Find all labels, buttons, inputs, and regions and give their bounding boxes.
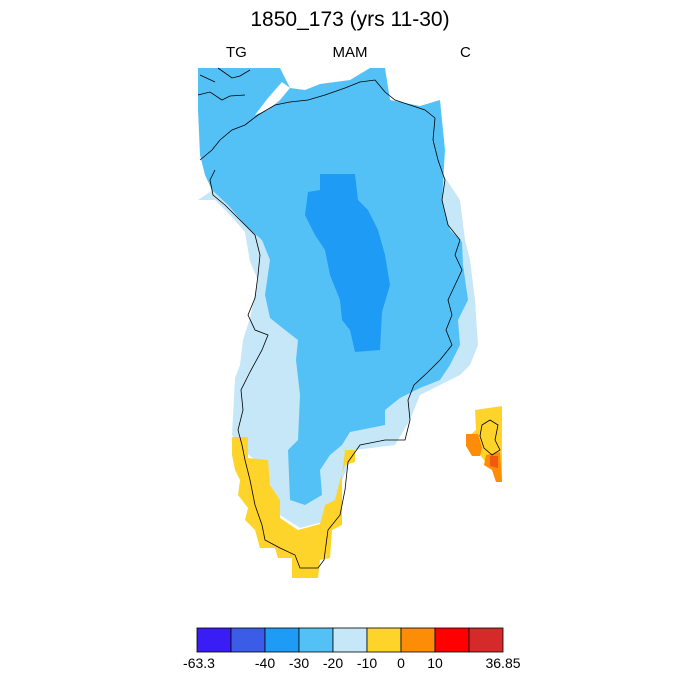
colorbar-swatch (400, 627, 436, 653)
season-label: MAM (332, 44, 368, 61)
colorbar-tick-label: -20 (322, 655, 344, 671)
colorbar-swatch (298, 627, 334, 653)
colorbar-tick-label: -30 (288, 655, 310, 671)
region-deep-blue (305, 174, 390, 352)
region-orange-east (466, 434, 502, 482)
colorbar-swatch (196, 627, 232, 653)
colorbar-tick-label: -10 (356, 655, 378, 671)
colorbar-tick-label: -40 (254, 655, 276, 671)
colorbar-tick-label: -63.3 (183, 655, 215, 671)
colorbar-tick-label: 0 (397, 655, 405, 671)
colorbar (196, 627, 504, 653)
colorbar-swatch (264, 627, 300, 653)
variable-label: TG (226, 44, 247, 61)
colorbar-swatch (230, 627, 266, 653)
colorbar-swatch (434, 627, 470, 653)
colorbar-tick-label: 10 (427, 655, 443, 671)
map-title: 1850_173 (yrs 11-30) (250, 8, 450, 31)
coastline-northwest (199, 67, 251, 83)
region-yellow-south (232, 437, 355, 578)
colorbar-tick-label: 36.85 (485, 655, 521, 671)
coastline (197, 79, 463, 569)
coast-gap-northwest (255, 82, 290, 115)
units-label: C (460, 44, 471, 61)
region-orange-dark-east (490, 456, 498, 468)
region-light-blue-west (248, 340, 262, 362)
coastline-east-island (479, 419, 501, 456)
colorbar-swatch (332, 627, 368, 653)
colorbar-swatch (366, 627, 402, 653)
region-mid-blue (198, 68, 468, 505)
colorbar-swatch (468, 627, 504, 653)
